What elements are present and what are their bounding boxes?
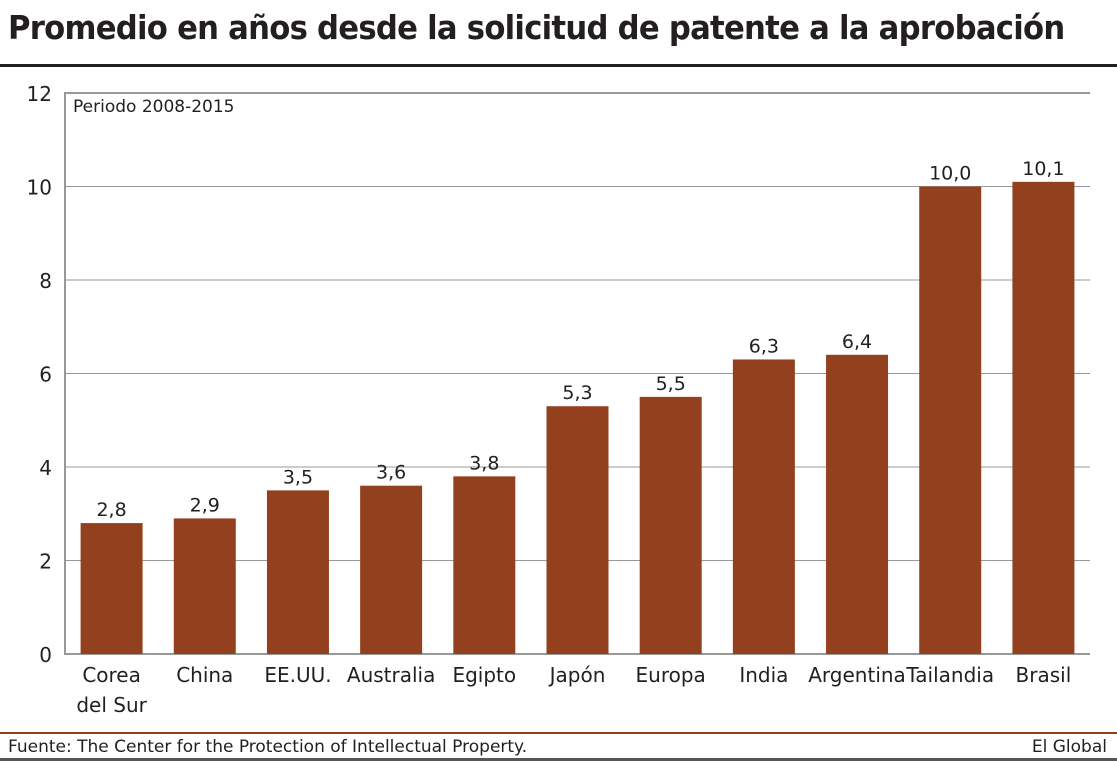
bar [453,476,516,654]
y-tick-label: 0 [39,643,52,667]
bar [546,406,609,654]
bar [173,518,236,654]
subtitle: Periodo 2008-2015 [73,97,234,117]
data-label: 3,5 [283,466,313,488]
x-tick-label: Australia [347,663,435,687]
x-tick-label: India [739,663,788,687]
y-tick-label: 8 [39,269,52,293]
bar [266,490,329,654]
x-tick-label: del Sur [76,693,147,717]
data-label: 3,8 [469,452,499,474]
bar [919,186,982,654]
y-tick-label: 12 [27,82,52,106]
bar [639,396,702,654]
bar [80,523,143,654]
x-tick-label: China [176,663,233,687]
bar [826,354,889,654]
data-label: 6,3 [749,335,779,357]
data-label: 5,3 [562,382,592,404]
chart-title: Promedio en años desde la solicitud de p… [8,8,1065,47]
bar [1012,181,1075,654]
bottom-rule [0,758,1117,761]
data-label: 3,6 [376,462,406,484]
footer-rule [0,732,1117,734]
data-label: 10,0 [929,163,971,185]
bar [732,359,795,654]
y-tick-label: 2 [39,550,52,574]
x-tick-label: EE.UU. [264,663,331,687]
data-label: 6,4 [842,331,872,353]
title-rule [0,64,1117,67]
bar [360,485,423,654]
y-tick-label: 10 [27,176,52,200]
data-label: 10,1 [1022,158,1064,180]
x-tick-label: Japón [548,663,606,687]
x-tick-label: Corea [82,663,141,687]
x-tick-label: Argentina [808,663,906,687]
data-label: 2,9 [190,494,220,516]
x-tick-label: Egipto [452,663,516,687]
data-label: 5,5 [656,373,686,395]
x-tick-label: Europa [636,663,706,687]
y-tick-label: 4 [39,456,52,480]
data-label: 2,8 [96,499,126,521]
x-tick-label: Brasil [1016,663,1072,687]
brand-label: El Global [1031,737,1107,757]
x-tick-label: Tailandia [905,663,994,687]
source-note: Fuente: The Center for the Protection of… [8,737,528,757]
y-tick-label: 6 [39,363,52,387]
